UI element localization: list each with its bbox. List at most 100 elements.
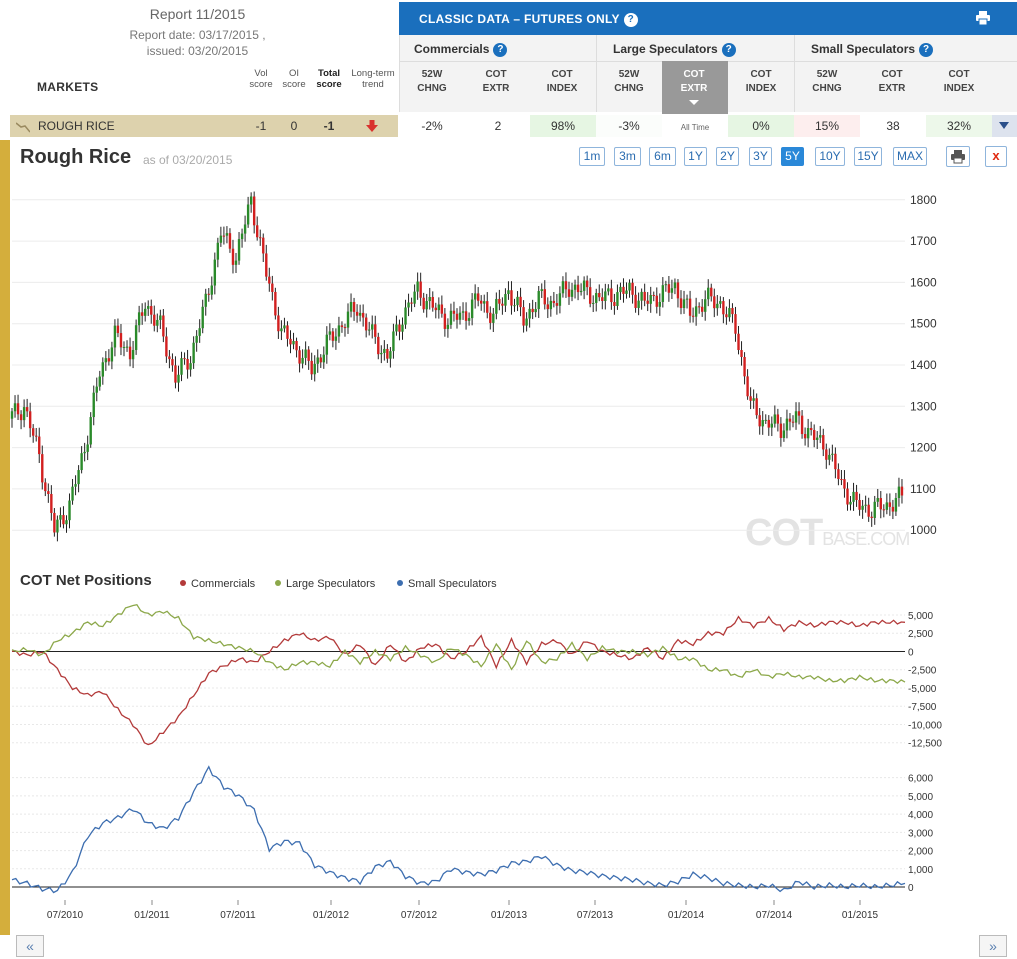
candle-body <box>879 498 882 510</box>
candle-body <box>31 428 35 436</box>
series-line-large-speculators <box>11 603 906 685</box>
next-button[interactable]: » <box>979 935 1007 957</box>
total-score-header[interactable]: Total score <box>316 68 342 90</box>
range-button-3m[interactable]: 3m <box>614 147 641 166</box>
candle-body <box>809 428 813 431</box>
range-button-1y[interactable]: 1Y <box>684 147 707 166</box>
mini-chart-icon <box>15 120 31 138</box>
total-score-value: -1 <box>323 119 335 133</box>
help-icon[interactable]: ? <box>721 42 736 57</box>
candle-body <box>56 519 59 533</box>
candle-body <box>885 502 889 510</box>
vol-score-header[interactable]: Vol score <box>249 68 273 90</box>
range-button-3y[interactable]: 3Y <box>749 147 772 166</box>
help-icon[interactable]: ? <box>623 12 638 27</box>
candle-body <box>162 315 165 337</box>
price-chart[interactable]: 1000 1100 1200 1300 1400 1500 1600 1700 1800 <box>0 175 1017 560</box>
prev-button[interactable]: « <box>16 935 44 957</box>
candle-body <box>22 407 26 421</box>
candle-body <box>380 352 383 355</box>
ss-cot-extr-header[interactable]: COT EXTR <box>878 69 906 94</box>
candle-body <box>137 312 141 326</box>
cot-chart[interactable]: 5,000 2,500 0 -2,500 -5,000 -7,500 -10,000 -12,… <box>0 598 1017 928</box>
legend-large-speculators[interactable]: Large Speculators <box>275 578 375 590</box>
com-cot-index-header[interactable]: COT INDEX <box>546 69 578 94</box>
range-button-2y[interactable]: 2Y <box>716 147 739 166</box>
print-icon[interactable] <box>975 10 991 31</box>
candle-body <box>107 358 111 362</box>
long-term-trend-header[interactable]: Long-term trend <box>351 68 395 90</box>
market-row[interactable] <box>10 115 398 137</box>
range-button-6m[interactable]: 6m <box>649 147 676 166</box>
candle-body <box>749 396 752 401</box>
candle-body <box>310 360 313 375</box>
candle-body <box>483 301 486 304</box>
candle-body <box>249 196 253 205</box>
candle-body <box>634 294 637 308</box>
range-button-5y[interactable]: 5Y <box>781 147 804 166</box>
ss-cot-index-header[interactable]: COT INDEX <box>943 69 975 94</box>
candle-body <box>558 293 562 306</box>
candle-body <box>10 411 14 419</box>
range-button-max[interactable]: MAX <box>893 147 927 166</box>
candle-body <box>159 315 162 320</box>
ss-index-value: 32% <box>946 119 972 133</box>
ls-52w-header[interactable]: 52W CHNG <box>614 69 644 94</box>
candle-body <box>528 308 531 319</box>
close-chart-button[interactable]: x <box>985 146 1007 167</box>
x-tick-label: 01/2012 <box>313 910 350 921</box>
candle-body <box>340 325 344 328</box>
y-tick-label: 0 <box>908 647 914 658</box>
candle-body <box>891 506 895 512</box>
range-button-15y[interactable]: 15Y <box>854 147 882 166</box>
candle-body <box>570 289 574 297</box>
candle-body <box>740 350 743 357</box>
candle-body <box>470 299 474 319</box>
candle-body <box>858 500 861 510</box>
candle-body <box>567 289 571 297</box>
candle-body <box>204 293 207 307</box>
candle-body <box>231 248 235 265</box>
ls-cot-extr-header[interactable]: COT EXTR <box>680 69 708 94</box>
range-button-1m[interactable]: 1m <box>579 147 605 166</box>
candle-body <box>349 301 353 312</box>
expand-row-button[interactable] <box>992 115 1017 137</box>
candle-body <box>592 302 595 304</box>
candle-body <box>610 288 613 303</box>
candle-body <box>725 314 728 318</box>
candle-body <box>837 469 840 480</box>
candle-body <box>849 501 852 505</box>
candle-body <box>404 307 407 325</box>
markets-column-header[interactable]: MARKETS <box>37 80 99 94</box>
market-name[interactable]: ROUGH RICE <box>38 119 115 133</box>
candle-body <box>531 308 534 313</box>
ss-extr-value: 38 <box>886 119 900 133</box>
candle-body <box>113 325 117 348</box>
y-tick-label: -5,000 <box>908 684 937 695</box>
candle-body <box>588 287 592 304</box>
com-52w-header[interactable]: 52W CHNG <box>417 69 447 94</box>
oi-score-header[interactable]: OI score <box>282 68 306 90</box>
chart-print-button[interactable] <box>946 146 970 167</box>
com-cot-extr-header[interactable]: COT EXTR <box>482 69 510 94</box>
candle-body <box>776 414 780 424</box>
candle-body <box>434 307 437 311</box>
legend-small-speculators[interactable]: Small Speculators <box>397 578 497 590</box>
candle-body <box>364 317 368 331</box>
candle-body <box>334 336 338 341</box>
y-tick-label: 1800 <box>910 193 937 207</box>
help-icon[interactable]: ? <box>493 42 508 57</box>
ls-cot-index-header[interactable]: COT INDEX <box>745 69 777 94</box>
help-icon[interactable]: ? <box>919 42 934 57</box>
x-tick-label: 07/2011 <box>220 910 256 921</box>
candle-body <box>822 435 825 450</box>
com-52w-value: -2% <box>421 119 443 133</box>
candle-body <box>519 296 522 308</box>
ss-52w-header[interactable]: 52W CHNG <box>812 69 842 94</box>
x-tick-label: 07/2010 <box>47 910 84 921</box>
legend-commercials[interactable]: Commercials <box>180 578 255 590</box>
candle-body <box>225 233 229 236</box>
candle-body <box>582 280 586 291</box>
candle-body <box>398 324 401 332</box>
range-button-10y[interactable]: 10Y <box>815 147 845 166</box>
